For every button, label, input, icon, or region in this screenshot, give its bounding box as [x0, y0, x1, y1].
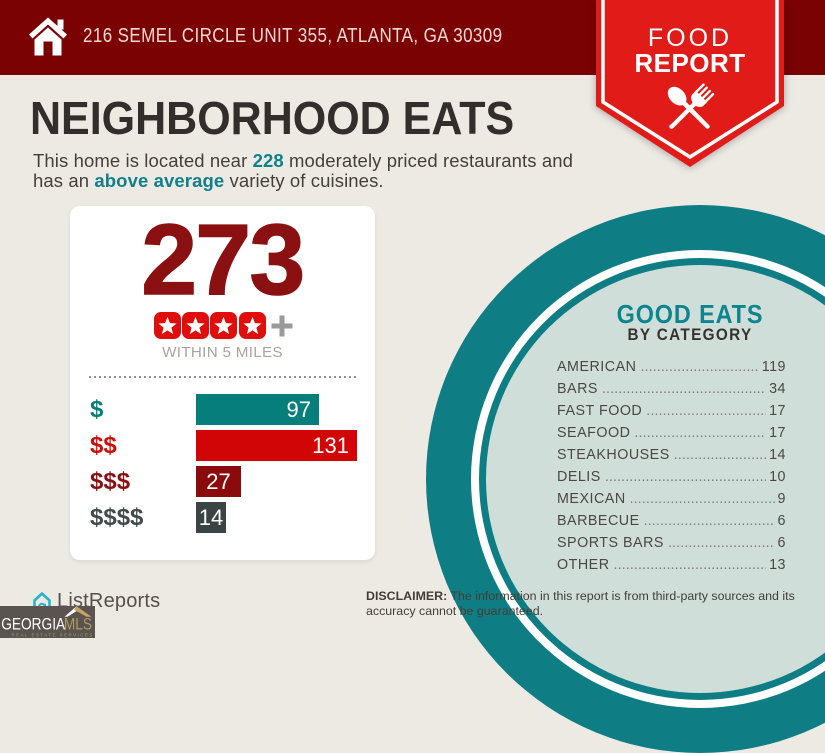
svg-text:FOOD: FOOD: [648, 24, 732, 52]
svg-text:REPORT: REPORT: [634, 48, 745, 78]
svg-text:REAL ESTATE SERVICES: REAL ESTATE SERVICES: [12, 632, 94, 637]
svg-text:MLS: MLS: [64, 615, 92, 633]
svg-text:GEORGIA: GEORGIA: [1, 615, 66, 633]
